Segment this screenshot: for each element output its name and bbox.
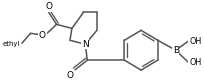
Text: B: B (173, 46, 179, 55)
Text: ethyl: ethyl (3, 41, 20, 47)
Text: O: O (45, 2, 52, 11)
Text: OH: OH (189, 37, 201, 46)
Text: OH: OH (189, 58, 201, 67)
Text: O: O (67, 71, 74, 80)
Text: O: O (39, 31, 46, 40)
Text: N: N (82, 40, 89, 49)
